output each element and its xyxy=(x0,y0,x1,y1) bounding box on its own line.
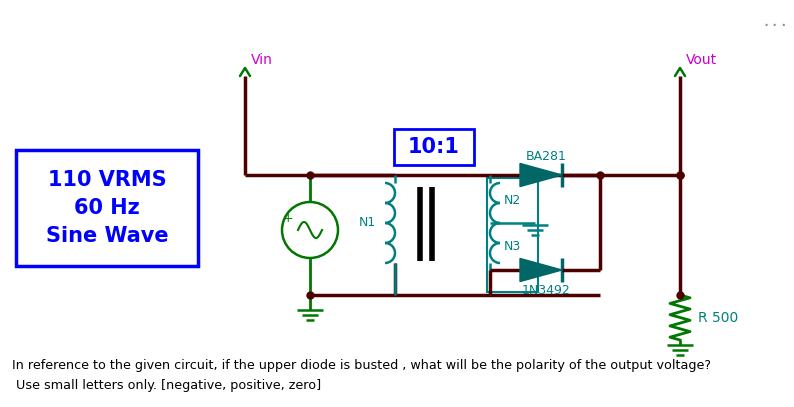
Bar xyxy=(487,178,538,292)
Text: N3: N3 xyxy=(504,241,521,254)
Text: +: + xyxy=(283,212,293,225)
Text: Vin: Vin xyxy=(251,53,273,67)
Polygon shape xyxy=(520,258,562,282)
Text: R 500: R 500 xyxy=(698,311,738,324)
Text: BA281: BA281 xyxy=(526,151,566,164)
Text: N2: N2 xyxy=(504,195,521,208)
Text: Use small letters only. [negative, positive, zero]: Use small letters only. [negative, posit… xyxy=(12,379,321,392)
Text: In reference to the given circuit, if the upper diode is busted , what will be t: In reference to the given circuit, if th… xyxy=(12,359,711,372)
Text: 1N3492: 1N3492 xyxy=(522,284,570,297)
Text: 110 VRMS
60 Hz
Sine Wave: 110 VRMS 60 Hz Sine Wave xyxy=(46,170,168,246)
Polygon shape xyxy=(520,164,562,186)
FancyBboxPatch shape xyxy=(394,129,474,165)
Text: 10:1: 10:1 xyxy=(408,137,460,157)
FancyBboxPatch shape xyxy=(16,150,198,266)
Text: ...: ... xyxy=(761,15,788,29)
Text: Vout: Vout xyxy=(686,53,717,67)
Text: N1: N1 xyxy=(358,217,376,230)
